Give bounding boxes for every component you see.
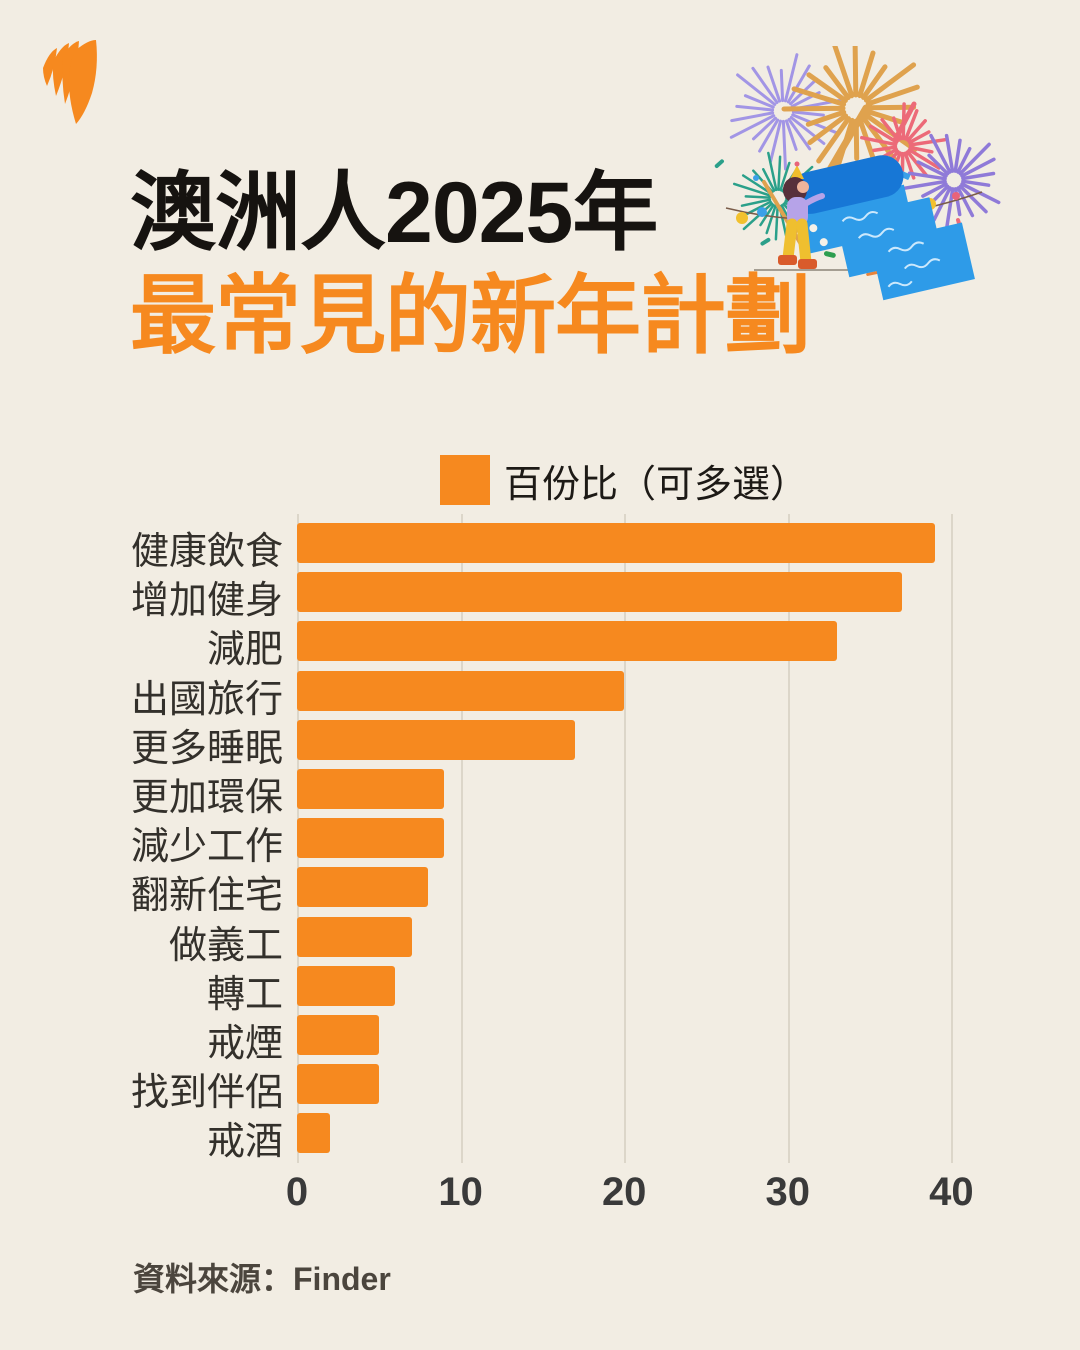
grid-line-0: [297, 514, 299, 1163]
fireworks-icon: [729, 46, 1001, 245]
x-tick-label: 20: [601, 1170, 647, 1214]
bar-翻新住宅: [297, 867, 428, 908]
x-tick-label: 40: [929, 1170, 974, 1214]
bar-出國旅行: [297, 670, 625, 711]
legend: 百份比（可多選）: [297, 450, 951, 510]
legend-label: 百份比（可多選）: [503, 463, 808, 506]
bar-更加環保: [297, 769, 445, 809]
category-label: 更加環保: [130, 777, 283, 819]
category-label: 健康飲食: [130, 531, 283, 573]
bar-做義工: [297, 916, 412, 957]
grid-line-20: [624, 514, 627, 1163]
bar-戒酒: [297, 1113, 330, 1154]
category-label: 找到伴侶: [130, 1072, 283, 1115]
title-line-1: 澳洲人2025年: [130, 165, 658, 261]
category-label: 戒煙: [206, 1023, 283, 1065]
bar-健康飲食: [297, 523, 936, 563]
grid-line-40: [951, 514, 954, 1163]
x-tick-label: 10: [438, 1170, 483, 1214]
celebration-illustration: [714, 46, 1001, 301]
page-title: 澳洲人2025年 最常見的新年計劃: [130, 162, 811, 368]
category-label: 戒酒: [206, 1121, 283, 1164]
bar-減肥: [297, 621, 837, 662]
category-label: 做義工: [168, 924, 283, 967]
confetti-icon: [714, 159, 911, 276]
person-icon: [778, 161, 825, 269]
title-line-2: 最常見的新年計劃: [130, 268, 811, 364]
source-note: 資料來源：Finder: [133, 1261, 391, 1297]
grid-line-30: [787, 514, 790, 1163]
bar-轉工: [297, 965, 396, 1006]
sbs-logo-icon: [43, 40, 97, 124]
category-label: 翻新住宅: [130, 875, 283, 918]
category-label: 增加健身: [130, 580, 283, 623]
category-label: 出國旅行: [130, 678, 283, 721]
category-label: 轉工: [206, 973, 283, 1016]
category-label: 減少工作: [130, 826, 283, 869]
bar-找到伴侶: [297, 1064, 379, 1105]
bar-增加健身: [297, 572, 903, 613]
legend-swatch: [439, 455, 490, 505]
bar-減少工作: [297, 818, 445, 859]
x-tick-label: 0: [285, 1170, 309, 1214]
x-tick-label: 30: [765, 1170, 811, 1214]
plot-area: [297, 514, 1011, 1163]
bar-更多睡眠: [297, 719, 576, 760]
grid-line-10: [460, 514, 463, 1163]
category-label: 更多睡眠: [130, 727, 283, 770]
bar-戒煙: [297, 1015, 379, 1055]
x-axis: 0 10 20 30 40: [286, 1170, 1011, 1220]
category-label: 減肥: [206, 629, 283, 672]
